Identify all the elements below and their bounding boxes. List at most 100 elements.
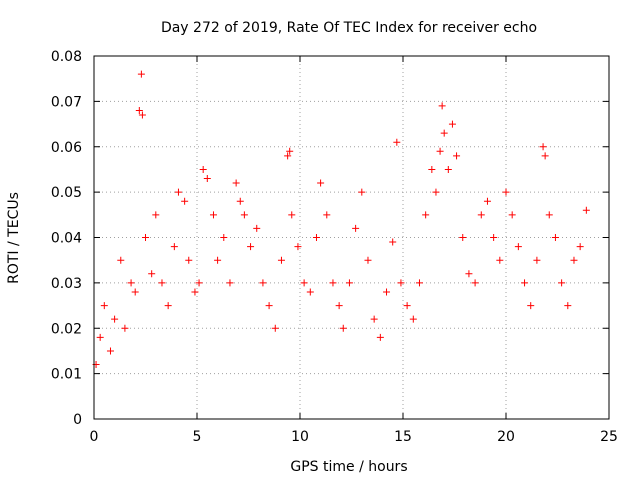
data-point	[345, 279, 353, 287]
data-point	[448, 120, 456, 128]
data-point	[403, 302, 411, 310]
chart-title: Day 272 of 2019, Rate Of TEC Index for r…	[161, 20, 537, 36]
data-point	[570, 256, 578, 264]
data-point	[286, 147, 294, 155]
data-point	[148, 270, 156, 278]
data-point	[502, 188, 510, 196]
data-point	[195, 279, 203, 287]
y-tick-label: 0.07	[51, 94, 82, 110]
x-tick-label: 15	[394, 429, 412, 445]
data-point	[199, 165, 207, 173]
data-point	[335, 302, 343, 310]
data-point	[271, 324, 279, 332]
x-tick-label: 20	[497, 429, 515, 445]
data-point	[551, 234, 559, 241]
data-point	[259, 279, 267, 287]
data-point	[428, 165, 436, 173]
axis-ticks	[93, 55, 610, 420]
data-point	[100, 302, 108, 310]
data-point	[358, 188, 366, 196]
data-point	[265, 302, 273, 310]
data-point	[247, 243, 255, 251]
data-point	[370, 315, 378, 323]
data-point	[203, 175, 211, 183]
data-point	[393, 138, 401, 146]
data-point	[508, 211, 516, 219]
data-point	[294, 243, 302, 251]
data-point	[152, 211, 160, 219]
data-point	[496, 256, 504, 264]
data-point	[490, 234, 498, 241]
data-point	[214, 256, 222, 264]
data-point	[96, 333, 104, 341]
data-point	[170, 243, 178, 251]
data-point	[383, 288, 391, 296]
data-point	[312, 234, 320, 241]
data-point	[131, 288, 139, 296]
data-point	[438, 102, 446, 110]
data-point	[277, 256, 285, 264]
data-point	[564, 302, 572, 310]
data-point	[138, 111, 146, 119]
y-tick-label: 0.04	[51, 231, 82, 247]
data-point	[514, 243, 522, 251]
data-point	[436, 147, 444, 155]
data-point	[444, 165, 452, 173]
data-point	[164, 302, 172, 310]
y-axis-label: ROTI / TECUs	[6, 192, 22, 284]
data-point	[317, 179, 325, 187]
data-point	[453, 152, 461, 160]
data-point	[558, 279, 566, 287]
y-tick-label: 0.08	[51, 49, 82, 65]
grid-lines	[94, 56, 609, 419]
data-point	[415, 279, 423, 287]
data-point	[364, 256, 372, 264]
data-point	[253, 224, 261, 232]
data-point	[158, 279, 166, 287]
data-point	[539, 143, 547, 151]
data-point	[576, 243, 584, 251]
x-tick-labels: 0 5 10 15 20 25	[90, 429, 618, 445]
x-tick-label: 10	[291, 429, 309, 445]
data-point	[209, 211, 217, 219]
y-tick-label: 0.01	[51, 367, 82, 383]
data-point	[117, 256, 125, 264]
plot-frame	[93, 55, 610, 420]
data-points	[92, 70, 590, 369]
x-tick-label: 25	[600, 429, 618, 445]
data-point	[185, 256, 193, 264]
data-point	[483, 197, 491, 205]
data-point	[284, 152, 292, 160]
data-point	[306, 288, 314, 296]
data-point	[191, 288, 199, 296]
data-point	[432, 188, 440, 196]
y-tick-label: 0.06	[51, 140, 82, 156]
data-point	[582, 206, 590, 214]
data-point	[236, 197, 244, 205]
data-point	[459, 234, 467, 241]
data-point	[521, 279, 529, 287]
data-point	[181, 197, 189, 205]
data-point	[174, 188, 182, 196]
data-point	[471, 279, 479, 287]
data-point	[111, 315, 119, 323]
y-tick-labels: 0 0.01 0.02 0.03 0.04 0.05 0.06 0.07 0.08	[51, 49, 82, 428]
data-point	[422, 211, 430, 219]
data-point	[142, 234, 149, 241]
y-tick-label: 0	[73, 412, 82, 428]
data-point	[323, 211, 331, 219]
data-point	[232, 179, 240, 187]
data-point	[376, 333, 384, 341]
data-point	[288, 211, 296, 219]
data-point	[545, 211, 553, 219]
data-point	[339, 324, 347, 332]
data-point	[135, 106, 143, 114]
data-point	[440, 129, 448, 137]
data-point	[477, 211, 485, 219]
x-tick-label: 5	[193, 429, 202, 445]
x-tick-label: 0	[90, 429, 99, 445]
y-tick-label: 0.02	[51, 321, 82, 337]
data-point	[527, 302, 535, 310]
data-point	[137, 70, 145, 78]
